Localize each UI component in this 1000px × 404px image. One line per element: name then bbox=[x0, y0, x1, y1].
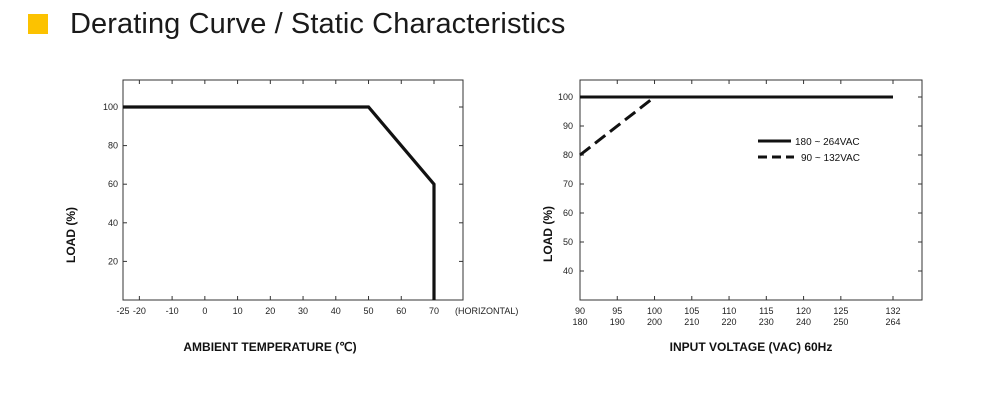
chart1-x-tick-label: -20 bbox=[133, 306, 146, 316]
chart2-x-tick-label-secondary: 240 bbox=[796, 317, 811, 327]
chart2-x-tick-label: 120 bbox=[796, 306, 811, 316]
section-title: Derating Curve / Static Characteristics bbox=[70, 7, 566, 40]
chart2-y-tick-label: 40 bbox=[563, 266, 573, 276]
chart1-x-tick-suffix: (HORIZONTAL) bbox=[455, 306, 518, 316]
chart2-x-tick-label: 95 bbox=[612, 306, 622, 316]
chart1-x-axis-label: AMBIENT TEMPERATURE (℃) bbox=[183, 340, 356, 354]
chart2-x-tick-label: 110 bbox=[722, 306, 736, 316]
chart1-x-tick-label: -10 bbox=[166, 306, 179, 316]
chart1-x-tick-label: 40 bbox=[331, 306, 341, 316]
chart1-y-tick-label: 80 bbox=[108, 141, 118, 151]
chart2-x-tick-label-secondary: 180 bbox=[572, 317, 587, 327]
chart1-y-tick-label: 40 bbox=[108, 218, 118, 228]
chart2-x-tick-label: 115 bbox=[759, 306, 773, 316]
chart1-x-tick-label: -25 bbox=[116, 306, 129, 316]
chart1-x-tick-label: 50 bbox=[364, 306, 374, 316]
chart2-x-tick-label: 105 bbox=[684, 306, 699, 316]
chart2-x-tick-label-secondary: 250 bbox=[833, 317, 848, 327]
chart1-x-tick-label: 0 bbox=[202, 306, 207, 316]
chart1-y-axis-label: LOAD (%) bbox=[64, 207, 78, 263]
chart1-x-tick-label: 30 bbox=[298, 306, 308, 316]
chart2-x-axis-label: INPUT VOLTAGE (VAC) 60Hz bbox=[670, 340, 833, 354]
chart2-y-tick-label: 60 bbox=[563, 208, 573, 218]
chart2-legend-dashed-label: 90 ~ 132VAC bbox=[801, 153, 860, 164]
chart1-derating-line bbox=[123, 105, 436, 300]
chart2-x-tick-label: 100 bbox=[647, 306, 662, 316]
chart2-y-axis-label: LOAD (%) bbox=[541, 206, 555, 262]
chart2-legend-solid-label: 180 ~ 264VAC bbox=[795, 137, 860, 148]
chart1-y-tick-label: 20 bbox=[108, 256, 118, 266]
chart2-y-tick-label: 90 bbox=[563, 121, 573, 131]
chart2-x-tick-label-secondary: 190 bbox=[610, 317, 625, 327]
chart2-y-tick-label: 80 bbox=[563, 150, 573, 160]
chart2-x-tick-label: 132 bbox=[885, 306, 900, 316]
chart2-x-tick-label-secondary: 210 bbox=[684, 317, 699, 327]
accent-square bbox=[28, 14, 48, 34]
chart1-x-tick-label: 60 bbox=[396, 306, 406, 316]
chart2-y-tick-label: 50 bbox=[563, 237, 573, 247]
section-header: Derating Curve / Static Characteristics bbox=[28, 8, 565, 40]
chart2-x-tick-label-secondary: 230 bbox=[759, 317, 774, 327]
chart1-y-tick-label: 60 bbox=[108, 179, 118, 189]
chart1-x-tick-label: 20 bbox=[265, 306, 275, 316]
chart2-plot-frame bbox=[579, 79, 923, 301]
chart2-y-tick-label: 70 bbox=[563, 179, 573, 189]
chart1-x-tick-label: 70 bbox=[429, 306, 439, 316]
chart2-x-tick-label: 125 bbox=[833, 306, 848, 316]
chart1-y-tick-label: 100 bbox=[103, 102, 118, 112]
chart2-x-tick-label-secondary: 264 bbox=[885, 317, 900, 327]
chart2-x-tick-label: 90 bbox=[575, 306, 585, 316]
chart2-y-tick-label: 100 bbox=[558, 92, 573, 102]
chart2-series-dashed-line bbox=[579, 95, 656, 157]
chart1-plot-frame bbox=[122, 79, 464, 301]
chart1-x-tick-label: 10 bbox=[233, 306, 243, 316]
chart2-x-tick-label-secondary: 220 bbox=[722, 317, 737, 327]
chart2-x-tick-label-secondary: 200 bbox=[647, 317, 662, 327]
